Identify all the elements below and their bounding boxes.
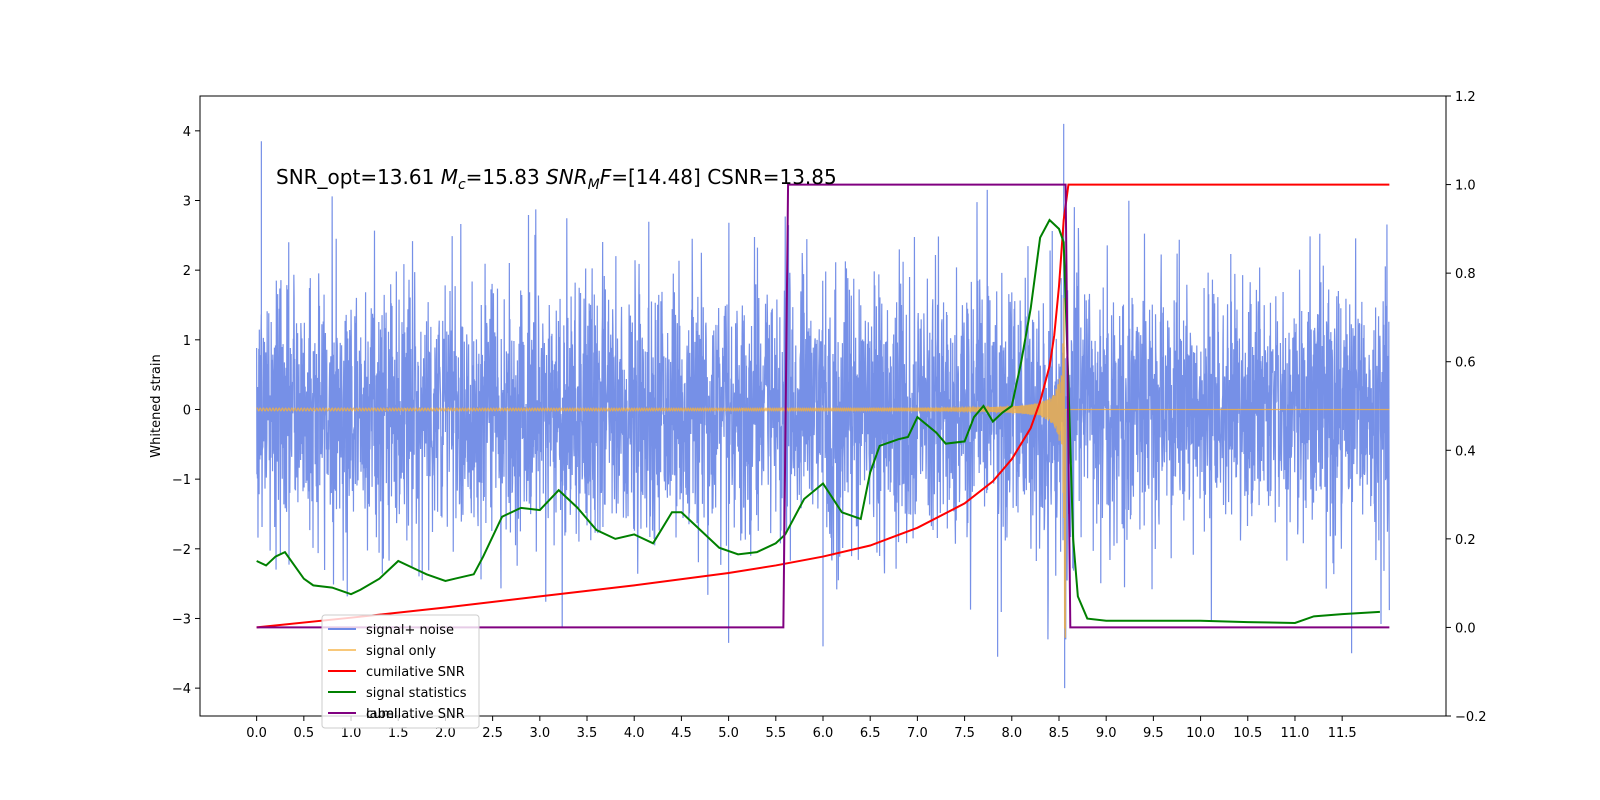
x-tick-label: 9.5 [1143,726,1164,741]
y-tick-label-right: 1.2 [1455,90,1476,105]
x-tick-label: 11.5 [1328,726,1357,741]
annotation-mc-sub: c [458,177,466,193]
y-axis-left: −4 −3 −2 −1 0 1 2 3 4 [172,125,200,697]
x-tick-label: 2.0 [435,726,456,741]
y-tick-label-left: −4 [172,682,191,697]
x-tick-label: 8.5 [1049,726,1070,741]
x-tick-label: 5.0 [718,726,739,741]
legend-label: label [366,707,397,722]
x-tick-label: 4.0 [624,726,645,741]
annotation-snr-f: F [600,165,612,189]
x-tick-label: 10.0 [1186,726,1215,741]
x-tick-label: 3.5 [577,726,598,741]
y-tick-label-left: 1 [183,334,191,349]
y-tick-label-left: 3 [183,194,191,209]
annotation-snr-opt: SNR_opt=13.61 [276,165,441,189]
legend-shadow-text: cumilative SNR [366,707,465,722]
x-tick-label: 2.5 [482,726,503,741]
y-tick-label-left: 4 [183,125,191,140]
chart-annotation: SNR_opt=13.61 Mc=15.83 SNRMF=[14.48] CSN… [276,165,837,193]
y-tick-label-right: 1.0 [1455,179,1476,194]
annotation-snr-sub: M [588,177,600,193]
x-tick-label: 1.0 [341,726,362,741]
x-axis: 0.0 0.5 1.0 1.5 2.0 2.5 3.0 3.5 4.0 4.5 5.0 5.5 6.0 6… [246,716,1357,741]
y-tick-label-right: −0.2 [1455,710,1487,725]
y-tick-label-right: 0.8 [1455,267,1476,282]
y-tick-label-left: −2 [172,543,191,558]
series-cumilative-snr [256,183,1390,629]
x-tick-label: 4.5 [671,726,692,741]
x-tick-label: 6.0 [813,726,834,741]
x-tick-label: 9.0 [1096,726,1117,741]
annotation-mc-symbol: M [441,165,458,189]
y-tick-label-right: 0.2 [1455,533,1476,548]
x-tick-label: 6.5 [860,726,881,741]
y-axis-right: −0.2 0.0 0.2 0.4 0.6 0.8 1.0 1.2 [1446,90,1487,725]
y-axis-label-left: Whitened strain [149,354,164,457]
series-signal-noise [256,123,1390,689]
x-tick-label: 0.5 [293,726,314,741]
series-signal-only [256,298,1390,638]
legend-label: signal statistics [366,686,467,701]
annotation-mc-value: =15.83 [466,165,546,189]
x-tick-label: 3.0 [529,726,550,741]
y-tick-label-right: 0.6 [1455,356,1476,371]
x-tick-label: 8.0 [1001,726,1022,741]
legend-label: signal+ noise [366,623,454,638]
legend-label: cumilative SNR [366,665,465,680]
y-tick-label-right: 0.0 [1455,621,1476,636]
series-label [256,183,1390,629]
x-tick-label: 10.5 [1233,726,1262,741]
x-tick-label: 0.0 [246,726,267,741]
plot-area [256,123,1390,689]
x-tick-label: 1.5 [388,726,409,741]
x-tick-label: 7.5 [954,726,975,741]
y-tick-label-right: 0.4 [1455,444,1476,459]
y-tick-label-left: 2 [183,264,191,279]
x-tick-label: 5.5 [765,726,786,741]
y-tick-label-left: −1 [172,473,191,488]
annotation-snr-value: =[14.48] CSNR=13.85 [611,165,837,189]
y-tick-label-left: −3 [172,612,191,627]
annotation-snr-symbol: SNR [546,165,588,189]
legend: cumilative SNR signal+ noise signal only cu… [321,614,480,729]
x-tick-label: 7.0 [907,726,928,741]
y-tick-label-left: 0 [183,403,191,418]
legend-label: signal only [366,644,436,659]
legend-box [321,614,480,729]
x-tick-label: 11.0 [1280,726,1309,741]
